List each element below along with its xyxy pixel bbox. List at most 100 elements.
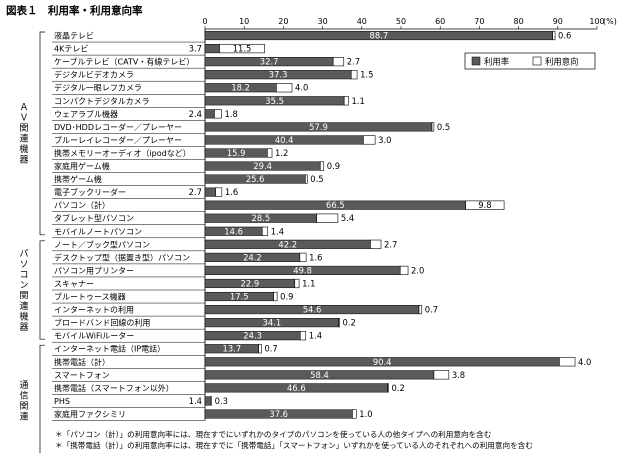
category-label: DVD･HDDレコーダー／プレーヤー: [54, 122, 182, 132]
category-label: スキャナー: [54, 279, 94, 288]
intent-value-label: 1.8: [224, 109, 237, 119]
figure-title: 図表１ 利用率・利用意向率: [6, 4, 143, 17]
intent-value-label: 4.0: [578, 357, 591, 367]
usage-value-label: 3.7: [189, 44, 202, 54]
legend-label-usage: 利用率: [484, 57, 509, 67]
bar-intent: [352, 409, 357, 419]
bar-intent: [370, 239, 382, 249]
bar-intent: [387, 383, 389, 393]
usage-value-label: 13.7: [223, 344, 242, 354]
category-label: ブルートゥース機器: [54, 292, 126, 302]
category-label: パソコン（計）: [54, 200, 110, 210]
category-label: 家庭用ゲーム機: [54, 161, 110, 171]
usage-value-label: 14.6: [224, 226, 243, 236]
category-label: 液晶テレビ: [54, 31, 94, 41]
category-label: インターネットの利用: [54, 305, 134, 315]
category-label: ケーブルテレビ（CATV・有線テレビ）: [54, 57, 194, 67]
intent-value-label: 0.5: [437, 122, 450, 132]
bar-intent: [363, 135, 376, 145]
usage-value-label: 18.2: [231, 83, 250, 93]
usage-value-label: 54.6: [303, 305, 322, 315]
usage-value-label: 42.2: [278, 239, 297, 249]
category-label: PHS: [54, 397, 70, 406]
category-label: デスクトップ型（据置き型）パソコン: [54, 252, 190, 262]
bar-intent: [559, 357, 576, 367]
bar-intent: [267, 148, 273, 158]
usage-value-label: 37.6: [269, 409, 288, 419]
bar-intent: [350, 70, 358, 80]
intent-value-label: 1.6: [309, 252, 322, 262]
bar-usage: [204, 187, 216, 197]
category-label: インターネット電話（IP電話）: [54, 344, 165, 354]
group-bracket: [39, 31, 45, 236]
note-2: ＊「携帯電話（計）」の利用意向率には、現在すでに「携帯電話」「スマートフォン」い…: [55, 440, 533, 450]
usage-value-label: 90.4: [373, 357, 392, 367]
bar-intent: [210, 396, 212, 406]
category-label: 携帯メモリーオーディオ（ipodなど）: [54, 148, 191, 158]
bar-intent: [294, 278, 300, 289]
category-label: パソコン用プリンター: [54, 266, 134, 275]
x-tick-label: 60: [435, 17, 445, 26]
bar-intent: [261, 226, 269, 236]
bar-usage: [204, 109, 215, 119]
intent-value-label: 0.7: [425, 305, 438, 315]
bar-intent: [433, 370, 450, 380]
usage-value-label: 46.6: [287, 383, 306, 393]
x-unit-label: (%): [603, 17, 617, 26]
usage-value-label: 40.4: [275, 135, 294, 145]
usage-value-label: 1.4: [189, 396, 202, 406]
category-label: デジタルビデオカメラ: [54, 70, 134, 80]
intent-value-label: 1.0: [359, 409, 372, 419]
x-tick-label: 30: [318, 17, 328, 26]
intent-value-label: 1.5: [360, 70, 373, 80]
intent-value-label: 3.0: [378, 135, 391, 145]
bar-intent: [215, 187, 223, 197]
intent-value-label: 1.4: [309, 331, 322, 341]
intent-value-label: 0.3: [215, 396, 228, 406]
category-label: ブロードバンド回線の利用: [54, 318, 150, 328]
usage-value-label: 34.1: [263, 318, 282, 328]
category-label: 電子ブックリーダー: [54, 187, 126, 197]
x-tick-label: 80: [514, 17, 524, 26]
legend-label-intent: 利用意向: [545, 57, 579, 67]
x-tick-label: 90: [553, 17, 563, 26]
usage-value-label: 25.6: [246, 174, 265, 184]
intent-value-label: 0.5: [310, 174, 323, 184]
bars: [204, 30, 576, 419]
category-label: コンパクトデジタルカメラ: [54, 96, 150, 106]
intent-value-label: 0.2: [391, 383, 404, 393]
bar-intent: [319, 161, 325, 171]
intent-value-label: 0.2: [342, 318, 355, 328]
x-tick-label: 10: [239, 17, 249, 26]
x-tick-label: 40: [357, 17, 367, 26]
category-label: ノート／ブック型パソコン: [54, 239, 150, 249]
group-label: 通信関連: [19, 380, 28, 423]
row-dividers: [52, 41, 205, 421]
intent-value-label: 1.1: [302, 278, 315, 288]
bar-intent: [338, 318, 340, 328]
intent-value-label: 0.7: [264, 344, 277, 354]
bar-intent: [299, 331, 307, 341]
intent-value-label: 3.8: [452, 370, 465, 380]
x-tick-label: 100: [589, 17, 604, 26]
bar-intent: [299, 252, 307, 262]
category-label: 携帯電話（計）: [54, 357, 110, 367]
intent-value-label: 1.4: [271, 226, 284, 236]
legend: 利用率 利用意向: [464, 52, 596, 70]
intent-value-label: 4.0: [295, 83, 308, 93]
category-label: モバイルノートパソコン: [54, 227, 142, 236]
category-label: 4Kテレビ: [54, 45, 88, 54]
legend-box: [464, 52, 596, 70]
bar-intent: [431, 122, 435, 132]
usage-value-label: 24.3: [243, 331, 262, 341]
legend-swatch-usage: [471, 56, 481, 66]
bar-intent: [305, 174, 308, 184]
x-tick-label: 50: [396, 17, 406, 26]
x-tick-label: 0: [202, 17, 207, 26]
intent-value-label: 2.7: [384, 239, 397, 249]
intent-value-label: 0.9: [280, 292, 293, 302]
category-label: スマートフォン: [54, 371, 110, 380]
intent-value-label: 1.1: [351, 96, 364, 106]
bar-intent: [316, 213, 339, 223]
